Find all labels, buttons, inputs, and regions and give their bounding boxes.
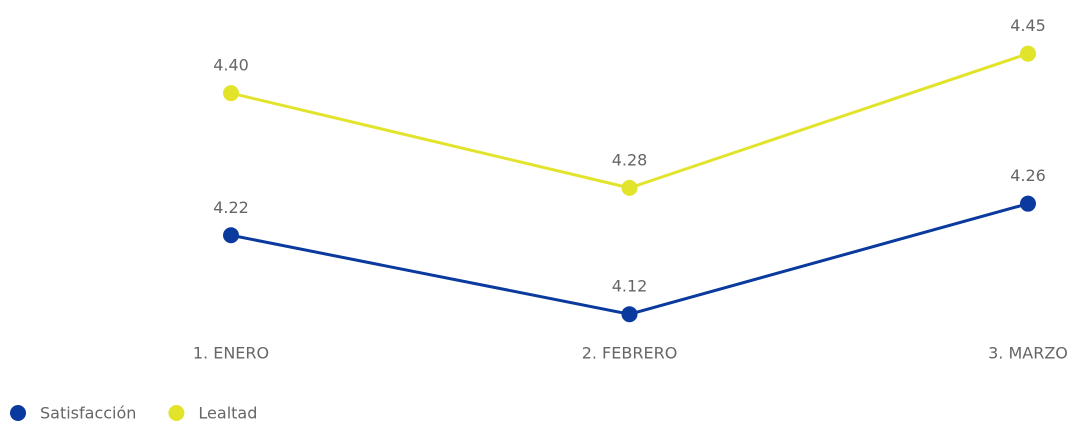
data-point [621,179,638,196]
data-label: 4.28 [612,150,648,169]
data-point [1020,45,1036,62]
data-point [1020,195,1036,212]
x-tick-label: 3. MARZO [988,344,1068,363]
data-label: 4.22 [213,198,249,217]
data-label: 4.40 [213,56,249,75]
legend-label[interactable]: Lealtad [198,404,257,423]
data-point [223,227,239,244]
data-label: 4.12 [612,277,648,296]
data-label: 4.26 [1010,166,1046,185]
series-line [230,202,1029,316]
data-point [621,306,638,323]
legend-label[interactable]: Satisfacción [40,404,136,423]
legend-marker[interactable] [168,405,185,421]
legend-marker[interactable] [10,405,26,421]
data-point [223,85,239,102]
data-label: 4.45 [1010,16,1046,35]
x-tick-label: 1. ENERO [193,344,269,363]
x-tick-label: 2. FEBRERO [582,344,678,363]
